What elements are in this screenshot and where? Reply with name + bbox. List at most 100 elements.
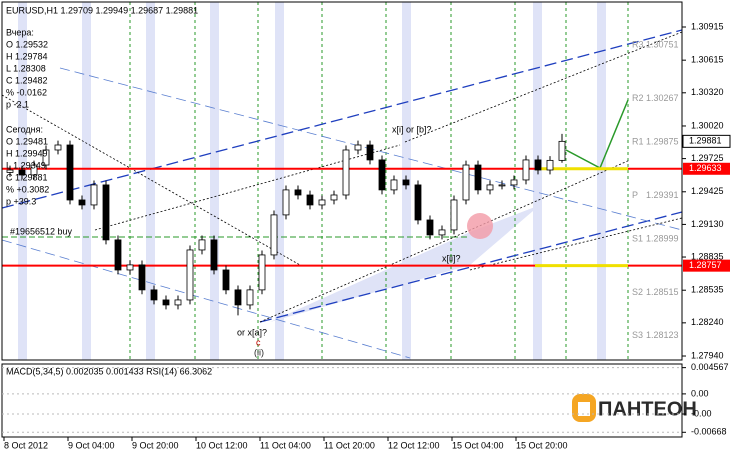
y-tick-label: 1.28835: [691, 251, 724, 261]
candle-body: [258, 254, 266, 291]
pivot-value: 1.29391: [646, 190, 679, 200]
candle-body: [342, 149, 350, 196]
info-line: p +39.3: [6, 196, 36, 206]
candle-body: [18, 169, 26, 176]
candle-body: [66, 144, 74, 201]
candle-body: [558, 140, 566, 161]
x-tick-label: 8 Oct 2012: [4, 440, 48, 450]
info-line: Сегодня:: [6, 124, 43, 134]
info-line: L 1.28308: [6, 63, 46, 73]
candle-body: [366, 144, 374, 161]
candle-body: [438, 229, 446, 236]
x-tick-label: 9 Oct 04:00: [68, 440, 115, 450]
pivot-value: 1.28123: [646, 330, 679, 340]
wave-lines: [1, 31, 683, 323]
pivot-name: S3: [632, 330, 643, 340]
pivot-value: 1.30751: [646, 40, 679, 50]
info-line: H 1.29949: [6, 148, 48, 158]
level-box: [683, 259, 730, 272]
pivot-name: P: [632, 190, 638, 200]
candle-body: [546, 159, 554, 171]
candle-body: [282, 189, 290, 216]
info-line: L 1.29349: [6, 160, 46, 170]
x-tick-label: 11 Oct 20:00: [324, 440, 375, 450]
price-box: [682, 134, 731, 148]
candle-body: [534, 159, 542, 171]
candle-body: [150, 289, 158, 301]
candle-body: [486, 184, 494, 191]
info-line: Вчера:: [6, 27, 34, 37]
projection-arrow: [565, 149, 601, 169]
info-line: O 1.29532: [6, 39, 48, 49]
y-tick-label: 1.30020: [691, 120, 724, 130]
annotation: (ii): [254, 347, 264, 357]
chart-title: EURUSD,H1 1.29709 1.29949 1.29687 1.2988…: [6, 5, 198, 15]
candle-body: [498, 184, 506, 187]
y-tick-label: 1.27940: [691, 350, 724, 360]
candle-body: [378, 159, 386, 191]
pivot-name: S1: [632, 233, 643, 243]
candle-body: [354, 144, 362, 151]
price-label: 1.29881: [689, 136, 722, 146]
info-line: p -2.1: [6, 99, 29, 109]
x-tick-label: 11 Oct 04:00: [260, 440, 311, 450]
pivot-value: 1.29875: [646, 136, 679, 146]
candle-body: [426, 219, 434, 236]
order-label: #19656512 buy: [10, 226, 73, 236]
candle-body: [126, 264, 134, 271]
main-frame: [1, 1, 683, 361]
candle-body: [90, 184, 98, 206]
channel-lines: [1, 29, 683, 323]
x-tick-label: 10 Oct 12:00: [196, 440, 248, 450]
annotation: x[i] or [b]?: [392, 124, 432, 134]
candle-body: [414, 184, 422, 221]
pivot-value: 1.28515: [646, 287, 679, 297]
candle-body: [210, 239, 218, 271]
candle-body: [54, 144, 62, 151]
x-tick-label: 9 Oct 20:00: [132, 440, 179, 450]
candle-body: [450, 199, 458, 231]
candle-body: [318, 199, 326, 206]
candle-body: [114, 239, 122, 271]
candle-body: [522, 159, 530, 181]
pivot-name: R1: [632, 136, 644, 146]
y-tick-label: 1.29130: [691, 219, 724, 229]
candle-body: [102, 184, 110, 241]
annotation: x[ii]?: [442, 253, 461, 263]
candle-body: [222, 269, 230, 291]
candle-body: [462, 164, 470, 201]
indicator-frame: [1, 363, 683, 438]
candle-body: [186, 249, 194, 301]
level-label: 1.28757: [689, 260, 722, 270]
x-tick-label: 15 Oct 04:00: [452, 440, 504, 450]
info-line: % +0.3082: [6, 184, 49, 194]
candle-body: [30, 164, 38, 176]
x-tick-label: 12 Oct 12:00: [388, 440, 440, 450]
candle-body: [306, 194, 314, 206]
y-tick-label: 1.30320: [691, 87, 724, 97]
candle-body: [270, 214, 278, 256]
y-tick-label: 0.00: [691, 388, 709, 398]
y-tick-label: -0.00668: [691, 427, 727, 437]
candle-body: [390, 179, 398, 191]
y-tick-label: -0.00: [691, 408, 712, 418]
candle-body: [330, 194, 338, 201]
info-line: H 1.29784: [6, 51, 48, 61]
logo-text: ПАНТЕОН: [598, 398, 697, 420]
y-tick-label: 1.29425: [691, 186, 724, 196]
y-tick-label: 1.28535: [691, 285, 724, 295]
x-tick-label: 15 Oct 20:00: [516, 440, 568, 450]
highlight-circle: [467, 213, 493, 239]
candle-body: [246, 289, 254, 306]
candle-body: [294, 189, 302, 196]
candle-body: [510, 179, 518, 186]
candle-body: [162, 299, 170, 306]
level-label: 1.29633: [689, 163, 722, 173]
info-line: C 1.29881: [6, 172, 48, 182]
candle-body: [198, 239, 206, 251]
candle-body: [402, 179, 410, 186]
indicator-title: MACD(5,34,5) 0.002035 0.001433 RSI(14) 6…: [6, 366, 212, 376]
pivot-value: 1.28999: [646, 233, 679, 243]
